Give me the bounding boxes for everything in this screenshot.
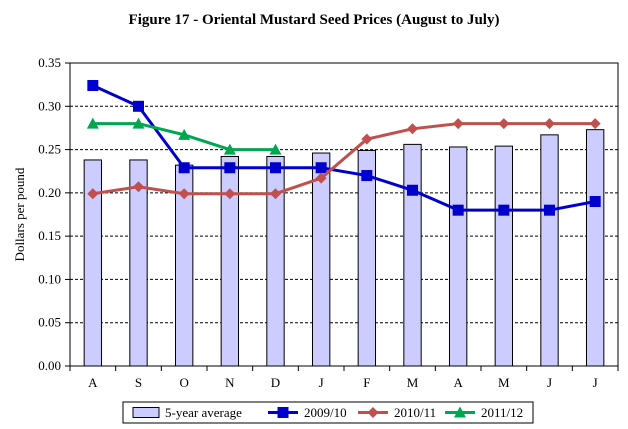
data-point-diamond: [452, 118, 464, 130]
y-tick-label: 0.35: [38, 55, 61, 70]
y-tick-label: 0.30: [38, 98, 61, 113]
data-point-square: [498, 204, 510, 216]
axis-layer: 0.00 0.05 0.10 0.15 0.20 0.25 0.30 0.35 A S O N D J F M…: [38, 55, 619, 390]
legend-box: [122, 401, 534, 424]
plot-area-border: [69, 62, 619, 367]
data-point-square: [87, 80, 99, 92]
x-tick-label: A: [88, 375, 98, 390]
data-point-triangle: [178, 128, 191, 140]
x-tick-label: M: [498, 375, 510, 390]
x-tick-label: J: [319, 375, 324, 390]
legend-layer: 5-year average 2009/10 2010/11 2011/12: [122, 401, 534, 424]
bar-5yr-avg: [585, 129, 605, 367]
data-point-diamond: [367, 407, 379, 418]
y-tick-label: 0.25: [38, 142, 61, 157]
data-point-diamond: [498, 118, 510, 130]
data-point-square: [315, 162, 327, 174]
data-point-diamond: [407, 123, 418, 135]
y-tick-label: 0.05: [38, 315, 61, 330]
x-tick-label: M: [407, 375, 419, 390]
data-point-diamond: [270, 188, 281, 200]
chart-title: Figure 17 - Oriental Mustard Seed Prices…: [128, 12, 500, 28]
y-tick-label: 0.10: [38, 271, 61, 286]
data-point-diamond: [544, 118, 555, 130]
bar-5yr-avg: [357, 149, 377, 367]
x-tick-label: J: [593, 375, 598, 390]
data-point-square: [544, 204, 555, 216]
bar-5yr-avg: [266, 155, 285, 367]
legend-swatch-bar: [132, 407, 160, 418]
data-point-diamond: [361, 133, 373, 145]
data-point-diamond: [224, 188, 236, 200]
x-tick-label: O: [179, 375, 188, 390]
data-point-diamond: [87, 188, 99, 200]
legend-label: 2011/12: [481, 405, 523, 420]
bar-5yr-avg: [311, 152, 331, 367]
series-line-2009-10: [92, 84, 596, 212]
bar-5yr-avg: [220, 155, 240, 367]
data-point-square: [178, 162, 190, 174]
data-point-triangle: [86, 117, 99, 129]
x-tick-label: A: [453, 375, 463, 390]
data-point-square: [224, 162, 236, 174]
data-point-triangle: [132, 117, 145, 129]
y-tick-label: 0.20: [38, 185, 61, 200]
grid-layer: [70, 62, 618, 324]
bar-layer: [83, 129, 605, 367]
legend-label: 2009/10: [304, 405, 347, 420]
x-tick-label: N: [225, 375, 235, 390]
bar-5yr-avg: [403, 143, 422, 367]
x-tick-label: J: [547, 375, 552, 390]
data-point-diamond: [315, 172, 327, 184]
data-point-triangle: [269, 143, 282, 155]
data-point-square: [270, 162, 281, 174]
bar-5yr-avg: [540, 134, 559, 367]
data-point-square: [277, 407, 289, 418]
data-point-triangle: [223, 143, 236, 155]
data-point-square: [452, 204, 464, 216]
data-point-square: [407, 184, 418, 196]
data-point-square: [589, 196, 601, 208]
data-point-diamond: [589, 118, 601, 130]
data-point-triangle: [454, 406, 466, 418]
y-axis-label: Dollars per pound: [12, 167, 27, 261]
y-tick-label: 0.00: [38, 358, 61, 373]
x-tick-label: S: [135, 375, 142, 390]
x-tick-label: D: [271, 375, 280, 390]
data-point-diamond: [133, 181, 144, 193]
bar-5yr-avg: [448, 146, 468, 367]
x-tick-label: F: [363, 375, 370, 390]
y-tick-label: 0.15: [38, 228, 61, 243]
bar-5yr-avg: [494, 145, 514, 367]
data-point-diamond: [178, 188, 190, 200]
legend-label: 2010/11: [394, 405, 436, 420]
data-point-square: [133, 100, 144, 112]
legend-label: 5-year average: [165, 405, 242, 420]
label-layer: Dollars per pound: [12, 167, 27, 261]
series-line-2010-11: [92, 122, 596, 196]
line-layer: [86, 80, 601, 216]
data-point-square: [361, 170, 373, 182]
